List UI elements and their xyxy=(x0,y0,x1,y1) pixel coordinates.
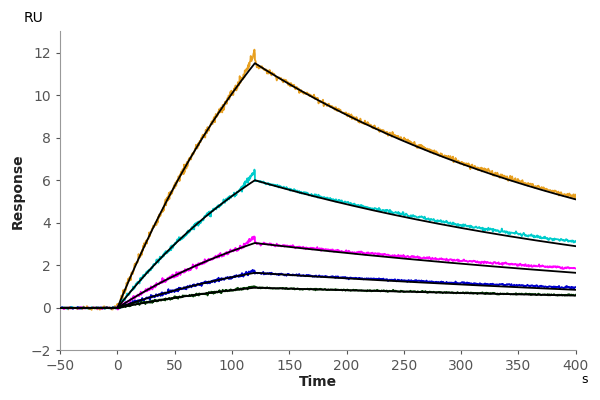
Text: RU: RU xyxy=(24,11,44,25)
Y-axis label: Response: Response xyxy=(11,153,25,229)
X-axis label: Time: Time xyxy=(299,375,337,389)
Text: s: s xyxy=(581,373,587,386)
